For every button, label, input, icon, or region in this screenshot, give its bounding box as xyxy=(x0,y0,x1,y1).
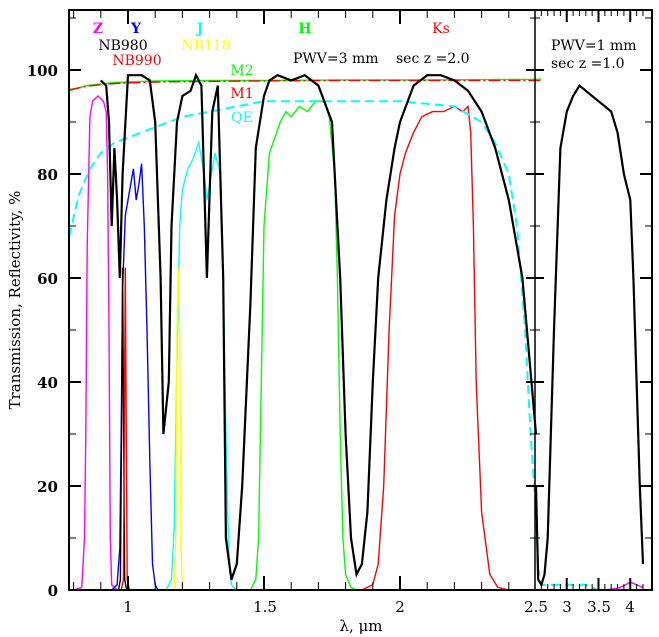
annotation-pwv3: PWV=3 mm xyxy=(293,51,379,67)
x-tick-labels: 1 1.5 2 2.5 3 3.5 4 xyxy=(123,598,635,616)
y-axis-label: Transmission, Reflectivity, % xyxy=(6,191,24,410)
x-tick-label: 1.5 xyxy=(253,598,277,616)
label-j: J xyxy=(195,21,204,37)
label-nb980: NB980 xyxy=(98,38,147,54)
y-tick-label: 80 xyxy=(37,166,58,184)
x-tick-label: 3.5 xyxy=(587,598,611,616)
y-tick-label: 100 xyxy=(27,62,58,80)
x-tick-label: 2 xyxy=(395,598,405,616)
x-tick-label: 2.5 xyxy=(524,598,548,616)
label-qe: QE xyxy=(231,110,253,126)
x-axis-label: λ, μm xyxy=(339,617,382,635)
axis-ticks xyxy=(69,10,652,591)
filter-labels: Z Y J H Ks NB980 NB990 NB118 M2 M1 QE xyxy=(93,21,450,126)
annotation-pwv1: PWV=1 mm xyxy=(551,38,637,54)
label-nb990: NB990 xyxy=(112,53,161,69)
series-nb980 xyxy=(117,267,128,591)
annotation-secz1: sec z =1.0 xyxy=(551,56,625,72)
label-nb118: NB118 xyxy=(181,38,230,54)
x-tick-label: 4 xyxy=(625,598,635,616)
y-tick-label: 40 xyxy=(37,374,58,392)
label-y: Y xyxy=(130,21,142,37)
y-tick-label: 0 xyxy=(48,582,58,600)
label-h: H xyxy=(298,21,311,37)
x-tick-label: 3 xyxy=(562,598,572,616)
plot-frame xyxy=(68,9,653,591)
series-nb118 xyxy=(173,267,184,591)
curves-layer xyxy=(68,72,645,591)
label-ks: Ks xyxy=(432,21,450,37)
label-m1: M1 xyxy=(230,86,253,102)
series-ks xyxy=(361,104,509,591)
y-tick-label: 20 xyxy=(37,478,58,496)
series-atmosphere-pwv-1mm-sec-z-1-0 xyxy=(534,83,645,588)
y-tick-labels: 0 20 40 60 80 100 xyxy=(27,62,58,600)
series-h xyxy=(249,100,357,591)
x-tick-label: 1 xyxy=(123,598,133,616)
series-atmosphere-pwv-3mm-sec-z-2-0 xyxy=(100,72,538,580)
annotation-secz2: sec z =2.0 xyxy=(396,51,470,67)
series-z xyxy=(73,95,118,591)
label-m2: M2 xyxy=(230,63,253,79)
label-z: Z xyxy=(93,21,103,37)
y-tick-label: 60 xyxy=(37,270,58,288)
